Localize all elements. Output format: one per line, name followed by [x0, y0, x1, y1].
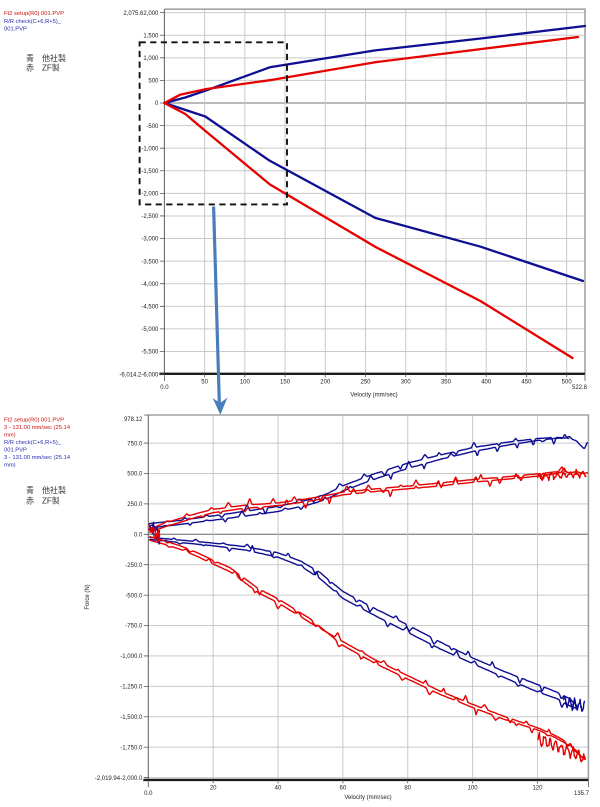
svg-text:-5,000: -5,000: [141, 327, 159, 333]
svg-text:100: 100: [468, 786, 479, 792]
svg-text:-4,000: -4,000: [141, 282, 159, 288]
svg-text:001.PVP: 001.PVP: [4, 27, 27, 33]
svg-text:Velocity (mm/sec): Velocity (mm/sec): [350, 393, 397, 399]
svg-text:522.8: 522.8: [572, 385, 588, 391]
svg-text:mm): mm): [4, 433, 16, 439]
svg-text:-2,000.0: -2,000.0: [120, 776, 143, 782]
svg-text:-500.0: -500.0: [125, 593, 143, 599]
svg-text:40: 40: [275, 786, 282, 792]
svg-text:mm): mm): [4, 463, 16, 469]
svg-text:2,075.6: 2,075.6: [123, 11, 144, 17]
svg-text:-2,000: -2,000: [141, 192, 159, 198]
svg-text:青 他社製: 青 他社製: [26, 485, 66, 495]
svg-text:3 - 131.00 mm/sec (25.14: 3 - 131.00 mm/sec (25.14: [4, 455, 71, 461]
svg-text:50: 50: [201, 379, 208, 385]
svg-text:赤 ZF製: 赤 ZF製: [26, 63, 60, 73]
svg-text:150: 150: [280, 379, 291, 385]
svg-text:978.12: 978.12: [124, 417, 143, 423]
svg-text:400: 400: [481, 379, 492, 385]
svg-text:100: 100: [240, 379, 251, 385]
svg-text:80: 80: [404, 786, 411, 792]
svg-text:-1,500.0: -1,500.0: [120, 715, 143, 721]
svg-text:-500: -500: [146, 124, 159, 130]
svg-text:青 他社製: 青 他社製: [26, 53, 66, 63]
svg-text:250: 250: [361, 379, 372, 385]
svg-text:500: 500: [562, 379, 573, 385]
svg-text:-750.0: -750.0: [125, 624, 143, 630]
svg-text:-1,000: -1,000: [141, 146, 159, 152]
svg-text:Ft2 setup(R0) 001.PVP: Ft2 setup(R0) 001.PVP: [4, 418, 64, 424]
svg-text:001.PVP: 001.PVP: [4, 448, 27, 454]
svg-text:-6,000: -6,000: [141, 372, 159, 378]
svg-text:-3,000: -3,000: [141, 237, 159, 243]
svg-text:200: 200: [320, 379, 331, 385]
svg-text:60: 60: [340, 786, 347, 792]
svg-text:-1,750.0: -1,750.0: [120, 745, 143, 751]
svg-text:-3,500: -3,500: [141, 259, 159, 265]
svg-text:20: 20: [210, 786, 217, 792]
svg-text:-250.0: -250.0: [125, 563, 143, 569]
svg-text:3 - 131.00 mm/sec (25.14: 3 - 131.00 mm/sec (25.14: [4, 425, 71, 431]
svg-text:-2,500: -2,500: [141, 214, 159, 220]
svg-text:-1,000.0: -1,000.0: [120, 654, 143, 660]
svg-text:Force (N): Force (N): [85, 584, 91, 609]
svg-text:-2,019.94: -2,019.94: [95, 776, 121, 782]
svg-text:Velocity (mm/sec): Velocity (mm/sec): [344, 795, 391, 801]
svg-text:0.0: 0.0: [134, 533, 143, 539]
svg-text:0.0: 0.0: [160, 385, 169, 391]
svg-text:0.0: 0.0: [144, 791, 153, 797]
svg-text:Ft2 setup(R0) 001.PVP: Ft2 setup(R0) 001.PVP: [4, 11, 64, 17]
svg-text:450: 450: [521, 379, 532, 385]
svg-text:-5,500: -5,500: [141, 350, 159, 356]
svg-text:赤 ZF製: 赤 ZF製: [26, 496, 60, 506]
svg-text:500.0: 500.0: [127, 472, 143, 478]
svg-text:300: 300: [401, 379, 412, 385]
svg-text:250.0: 250.0: [127, 502, 143, 508]
svg-text:-4,500: -4,500: [141, 305, 159, 311]
svg-text:750.0: 750.0: [127, 441, 143, 447]
svg-text:-6,014.2: -6,014.2: [119, 372, 142, 378]
svg-text:1,500: 1,500: [143, 33, 159, 39]
svg-text:500: 500: [148, 79, 159, 85]
svg-text:-1,500: -1,500: [141, 169, 159, 175]
svg-text:1,000: 1,000: [143, 56, 159, 62]
svg-text:2,000: 2,000: [143, 11, 159, 17]
svg-text:120: 120: [532, 786, 543, 792]
svg-text:135.7: 135.7: [574, 791, 590, 797]
svg-text:-1,250.0: -1,250.0: [120, 685, 143, 691]
svg-text:R/R check(C+6,R+5)_: R/R check(C+6,R+5)_: [4, 440, 62, 446]
svg-text:350: 350: [441, 379, 452, 385]
svg-text:0: 0: [155, 101, 159, 107]
svg-text:R/R check(C+6,R+5)_: R/R check(C+6,R+5)_: [4, 19, 62, 25]
